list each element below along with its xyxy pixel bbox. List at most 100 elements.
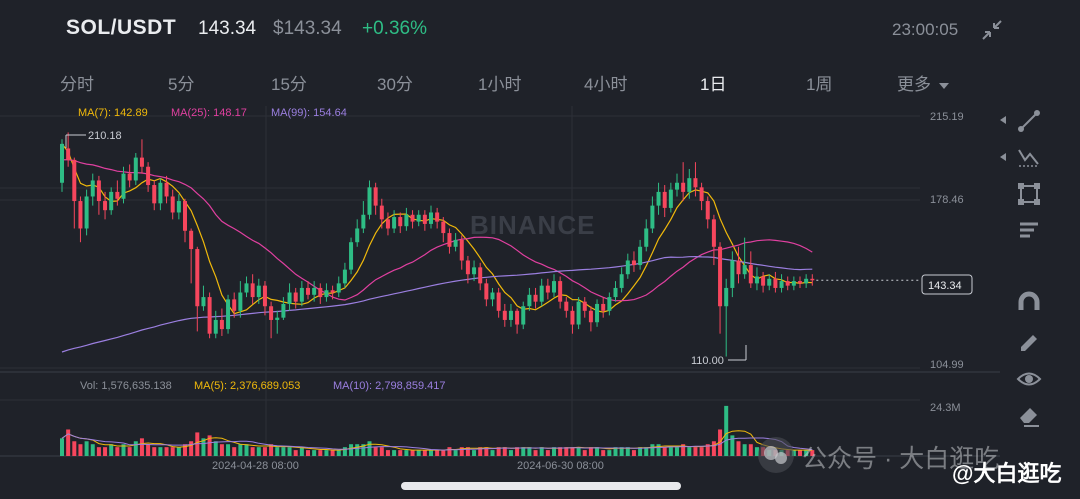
eraser-icon[interactable] [1016,402,1042,428]
volume-bar [631,450,636,456]
ma7-legend: MA(7): 142.89 [78,107,148,119]
tab-1h[interactable]: 1小时 [478,75,522,94]
zigzag-icon[interactable] [1016,144,1042,170]
volume-bar [453,450,458,456]
candle-body-down [773,278,778,288]
volume-ma10-legend: MA(10): 2,798,859.417 [333,380,446,392]
candle-body-down [748,265,753,284]
volume-bar [447,447,452,456]
trading-pair[interactable]: SOL/USDT [66,16,177,39]
last-price-box [921,274,973,295]
candle-body-down [564,301,569,311]
volume-bar [730,435,735,456]
candle-body-up [90,180,95,197]
volume-bar [472,450,477,456]
volume-bar [662,447,667,456]
volume-bar [515,447,520,456]
volume-bar [355,444,360,456]
volume-bar [269,444,274,456]
expand-caret-icon[interactable] [1000,153,1006,161]
candle-body-down [693,178,698,188]
volume-bar [527,447,532,456]
candle-body-down [78,201,83,229]
social-author: @大白逛吃 [952,461,1062,486]
candle-body-up [625,260,630,275]
candle-body-down [96,180,101,202]
ma99-line [61,255,813,353]
candle-body-up [158,182,163,204]
candle-body-down [232,299,237,311]
volume-bar [754,447,759,456]
candle-body-down [250,283,255,298]
candle-body-down [379,205,384,220]
candle-body-down [465,260,470,275]
candle-body-down [410,214,415,222]
volume-axis-max: 24.3M [930,402,961,414]
volume-bar [306,450,310,456]
volume-bar [318,450,323,456]
price-tick-high: 215.19 [930,111,964,123]
volume-bar [681,444,686,456]
candle-body-up [742,265,747,275]
tab-more[interactable]: 更多 [897,70,949,95]
tab-time-share[interactable]: 分时 [60,75,94,94]
tab-4h[interactable]: 4小时 [584,75,628,94]
volume-bar [656,444,661,456]
candle-body-up [324,290,329,298]
candle-body-down [705,201,710,220]
candle-body-down [127,173,132,181]
volume-bar [644,447,649,456]
candle-body-down [459,239,464,261]
volume-bar [429,450,433,456]
volume-bar [392,450,397,456]
candle-body-down [330,290,335,293]
volume-bar [195,432,200,456]
pencil-icon[interactable] [1016,328,1042,354]
candlestick-chart[interactable]: BINANCE MA(7): 142.89 MA(25): 148.17 MA(… [0,100,1000,480]
volume-bar [330,450,335,456]
volume-bar [687,447,692,456]
volume-bar [115,447,120,456]
volume-bars [60,405,815,456]
eye-icon[interactable] [1016,366,1042,392]
candle-body-up [287,292,292,304]
volume-bar [226,444,231,456]
magnet-icon[interactable] [1016,290,1042,316]
candle-body-up [675,182,679,190]
candle-body-up [779,281,784,288]
volume-bar [607,450,612,456]
volume-bar [693,447,698,456]
tab-1d[interactable]: 1日 [700,75,727,94]
tab-30m[interactable]: 30分 [377,75,413,94]
home-indicator[interactable] [401,482,681,490]
volume-bar [521,447,526,456]
tab-15m[interactable]: 15分 [271,75,307,94]
candle-body-down [139,157,144,167]
tab-1w[interactable]: 1周 [806,75,833,94]
candle-body-up [576,301,581,325]
collapse-icon[interactable] [980,18,1004,42]
volume-bar [379,447,384,456]
volume-bar [133,441,138,456]
tab-5m[interactable]: 5分 [168,75,195,94]
social-watermark-text: 公众号 · 大白逛吃 [802,445,1000,473]
trendline-icon[interactable] [1016,108,1042,134]
volume-bar [201,438,206,456]
candle-body-up [650,205,655,229]
volume-bar [459,447,464,456]
volume-bar [465,447,470,456]
volume-bar [90,444,95,456]
volume-bar [496,447,501,456]
volume-bar [250,447,255,456]
volume-bar [404,450,409,456]
volume-bar [349,444,354,456]
candle-body-down [570,310,575,325]
candle-body-down [601,303,606,311]
text-tool-icon[interactable] [1016,217,1042,243]
rectangle-icon[interactable] [1016,181,1042,207]
volume-bar [804,450,809,456]
candle-body-up [342,269,347,284]
volume-bar [699,447,704,456]
expand-caret-icon[interactable] [1000,116,1006,124]
binance-watermark: BINANCE [470,210,595,240]
